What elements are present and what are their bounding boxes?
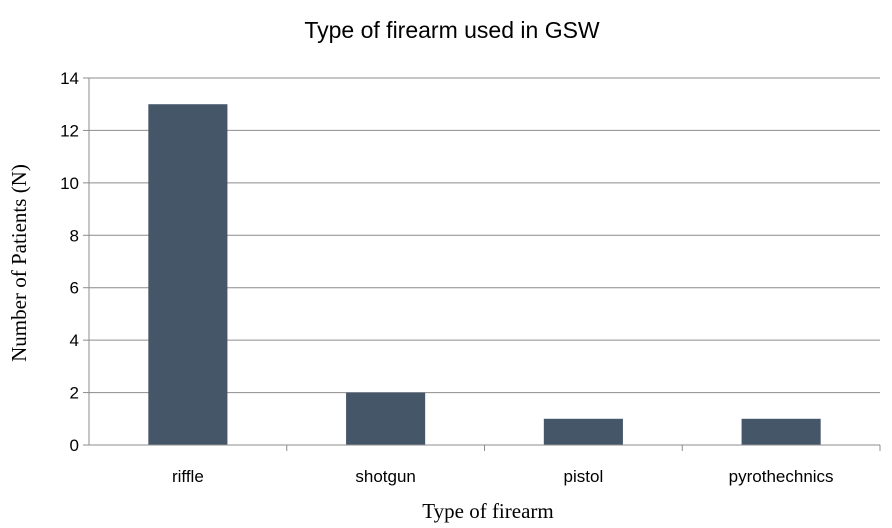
y-tick-label: 10 <box>60 174 79 193</box>
bars <box>148 104 821 445</box>
x-axis-label: Type of firearm <box>422 499 553 523</box>
x-tick-label-shotgun: shotgun <box>355 467 416 486</box>
y-tick-label: 12 <box>60 121 79 140</box>
x-tick-label-riffle: riffle <box>172 467 204 486</box>
x-tick-label-pyrothechnics: pyrothechnics <box>729 467 834 486</box>
bar-riffle <box>148 104 228 445</box>
bar-pyrothechnics <box>741 418 821 445</box>
y-tick-label: 0 <box>70 436 79 455</box>
axes <box>83 77 881 451</box>
bar-shotgun <box>346 392 426 445</box>
x-tick-labels: riffle shotgun pistol pyrothechnics <box>172 467 834 486</box>
y-axis-label: Number of Patients (N) <box>7 164 31 362</box>
y-tick-labels: 0 2 4 6 8 10 12 14 <box>60 69 79 455</box>
x-tick-label-pistol: pistol <box>564 467 604 486</box>
y-tick-label: 14 <box>60 69 79 88</box>
y-tick-label: 6 <box>70 279 79 298</box>
bar-pistol <box>543 418 623 445</box>
y-tick-label: 8 <box>70 226 79 245</box>
chart-title: Type of firearm used in GSW <box>304 17 600 43</box>
y-tick-label: 4 <box>70 331 79 350</box>
y-tick-label: 2 <box>70 384 79 403</box>
